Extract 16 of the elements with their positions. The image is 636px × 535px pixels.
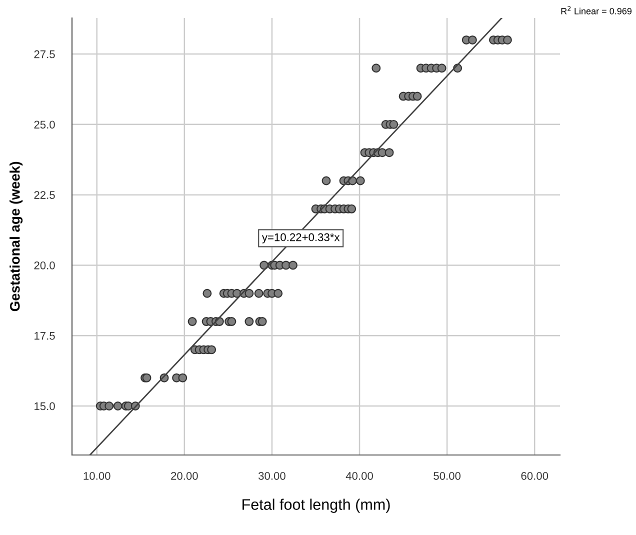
x-tick-label: 60.00 [521, 472, 548, 480]
y-tick-label: 27.5 [34, 50, 55, 58]
x-tick-label: 40.00 [346, 472, 373, 480]
x-tick-label: 20.00 [171, 472, 198, 480]
y-axis-title: Gestational age (week) [10, 162, 23, 312]
x-tick-label: 50.00 [434, 472, 461, 480]
x-tick-label: 30.00 [258, 472, 286, 480]
x-axis-title: Fetal foot length (mm) [242, 498, 390, 513]
text: R$^{2}$ Linear = 0.969 [561, 6, 632, 14]
y-tick-label: 15.0 [34, 402, 55, 410]
y-tick-label: 22.5 [34, 191, 55, 199]
y-tick-label: 17.5 [34, 332, 55, 340]
x-tick-label: 10.00 [84, 472, 110, 480]
y-tick-label: 25.0 [34, 120, 55, 129]
annotation: y=10.22+0.33*x [262, 233, 340, 244]
y-tick-label: 20.0 [34, 261, 55, 270]
